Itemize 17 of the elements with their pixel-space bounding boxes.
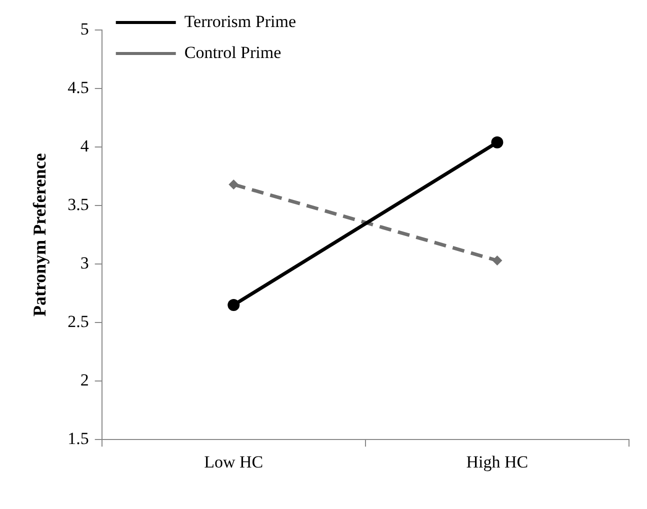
y-tick-label: 3.5 (68, 195, 89, 214)
point (492, 256, 502, 266)
point (491, 136, 504, 148)
y-tick-label: 4.5 (68, 78, 89, 97)
y-tick-label: 2 (80, 370, 89, 390)
x-tick-label: High HC (466, 452, 528, 472)
y-tick-label: 4 (80, 136, 90, 156)
legend-label: Control Prime (184, 42, 282, 62)
y-tick-label: 5 (80, 19, 89, 38)
y-axis-title: Patronym Preference (29, 153, 50, 317)
x-tick-label: Low HC (204, 452, 264, 472)
point (228, 299, 240, 312)
y-tick-label: 2.5 (68, 312, 89, 332)
point (228, 179, 239, 190)
y-tick-label: 3 (80, 254, 89, 273)
legend-label: Terrorism Prime (184, 12, 296, 31)
y-tick-label: 1.5 (68, 429, 89, 448)
